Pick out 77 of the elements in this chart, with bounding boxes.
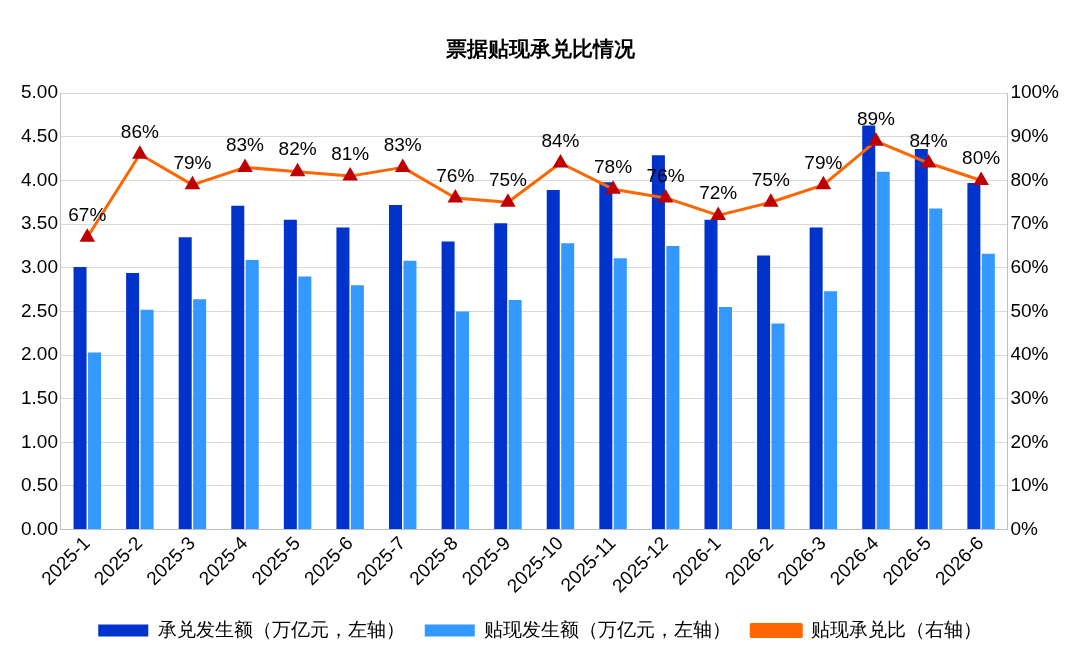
y2-tick-label: 50%: [1010, 299, 1049, 321]
bar: [245, 259, 259, 530]
bar: [73, 266, 87, 530]
y-tick-label: 1.50: [21, 386, 58, 408]
data-label: 84%: [909, 129, 948, 151]
y2-tick-label: 70%: [1010, 212, 1049, 234]
y2-tick-label: 100%: [1010, 81, 1060, 103]
bar: [87, 352, 102, 530]
data-label: 79%: [173, 151, 212, 173]
y2-tick-label: 30%: [1010, 386, 1049, 408]
bar: [599, 182, 613, 530]
y-tick-label: 1.00: [21, 430, 58, 452]
bar: [231, 205, 245, 530]
bar: [283, 219, 297, 530]
y2-tick-label: 40%: [1010, 343, 1049, 365]
bar: [757, 255, 771, 530]
bar: [929, 208, 943, 530]
bar: [876, 171, 890, 530]
bar: [403, 260, 417, 530]
bar: [967, 183, 981, 530]
data-label: 83%: [225, 134, 265, 156]
bar: [862, 125, 876, 530]
data-label: 75%: [488, 169, 528, 191]
y-tick-label: 0.50: [21, 474, 58, 496]
y2-tick-label: 0%: [1010, 517, 1038, 539]
chart-title: 票据贴现承兑比情况: [444, 37, 636, 61]
y2-tick-label: 80%: [1010, 168, 1049, 190]
bar: [494, 223, 508, 530]
y-tick-label: 0.00: [21, 517, 58, 539]
bar: [126, 272, 140, 530]
bar: [809, 227, 823, 530]
y-tick-label: 2.00: [21, 343, 58, 365]
data-label: 79%: [804, 151, 843, 173]
bar: [508, 300, 522, 530]
bar: [336, 227, 350, 530]
bar: [441, 241, 455, 530]
y-tick-label: 4.00: [21, 168, 58, 190]
bar: [771, 323, 785, 530]
bar: [546, 190, 560, 530]
bar: [981, 253, 995, 530]
data-label: 80%: [962, 147, 1001, 169]
data-label: 83%: [383, 134, 422, 156]
y-tick-label: 2.50: [21, 299, 58, 321]
y-tick-label: 4.50: [21, 125, 58, 147]
y2-tick-label: 90%: [1010, 125, 1049, 147]
y2-tick-label: 10%: [1010, 474, 1049, 496]
data-label: 81%: [331, 142, 370, 164]
bar: [914, 149, 928, 530]
bar: [666, 245, 680, 530]
y2-tick-label: 60%: [1010, 255, 1049, 277]
data-label: 75%: [751, 169, 790, 191]
bar: [824, 291, 838, 530]
legend-label: 贴现发生额（万亿元，左轴）: [484, 618, 732, 640]
legend-label: 贴现承兑比（右轴）: [810, 618, 982, 640]
bar: [456, 311, 470, 530]
bar: [718, 307, 732, 530]
data-label: 84%: [541, 129, 580, 151]
bar: [350, 285, 364, 530]
data-label: 72%: [699, 182, 738, 204]
bar: [561, 243, 575, 530]
data-label: 76%: [436, 164, 475, 186]
bar: [613, 258, 627, 530]
bar: [389, 204, 403, 530]
bar: [178, 237, 192, 530]
y2-tick-label: 20%: [1010, 430, 1049, 452]
y-tick-label: 5.00: [21, 81, 58, 103]
data-label: 82%: [278, 138, 317, 160]
y-tick-label: 3.50: [21, 212, 58, 234]
bar: [298, 276, 312, 530]
bar: [193, 299, 207, 530]
bar: [140, 309, 154, 530]
data-label: 78%: [594, 155, 633, 177]
data-label: 89%: [856, 107, 896, 129]
y-tick-label: 3.00: [21, 255, 58, 277]
bar: [704, 219, 718, 530]
legend-label: 承兑发生额（万亿元，左轴）: [157, 618, 405, 640]
data-label: 86%: [120, 121, 159, 143]
